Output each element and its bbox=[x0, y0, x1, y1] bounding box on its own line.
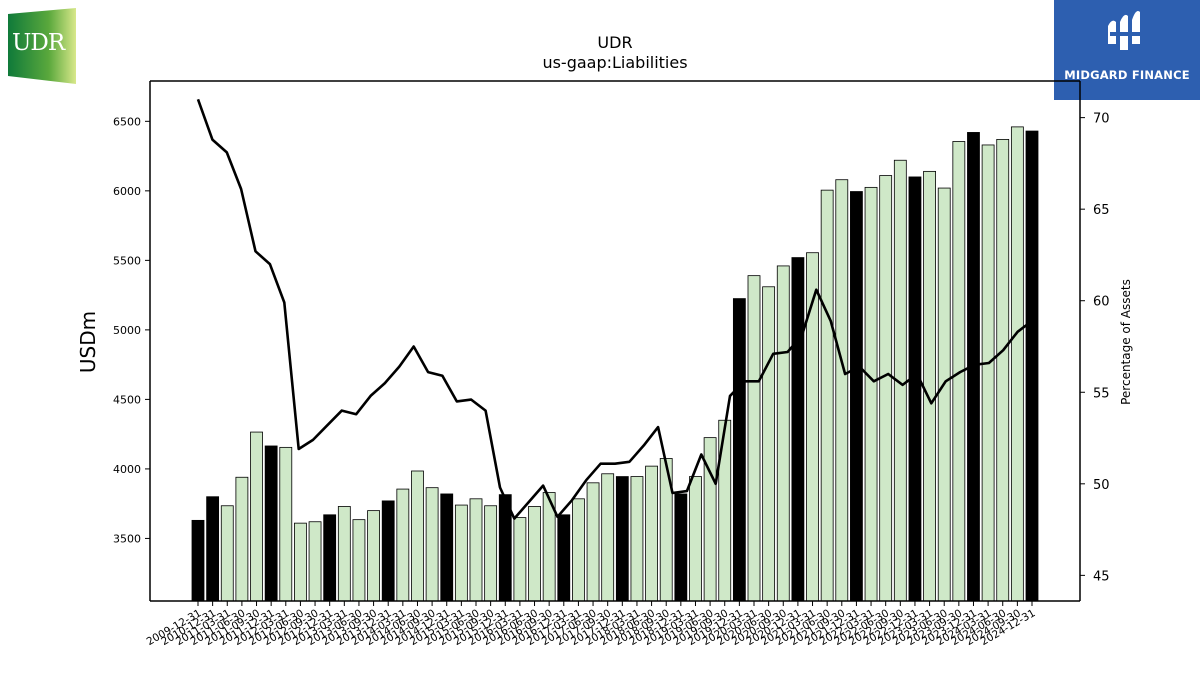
y2-tick-label: 45 bbox=[1093, 569, 1110, 584]
bar bbox=[528, 506, 541, 602]
bar bbox=[323, 514, 337, 602]
series-line bbox=[196, 98, 1033, 520]
bar bbox=[601, 473, 615, 602]
midgard-finance-logo: MIDGARD FINANCE bbox=[1054, 0, 1200, 100]
bar bbox=[352, 519, 366, 602]
bar bbox=[557, 514, 571, 602]
chart-title: UDR bbox=[597, 33, 632, 52]
y2-tick-label: 65 bbox=[1093, 203, 1110, 218]
bar bbox=[776, 265, 790, 602]
udr-logo-text: UDR bbox=[12, 30, 65, 56]
bar bbox=[762, 286, 776, 602]
udr-logo: UDR bbox=[8, 8, 76, 84]
bar bbox=[264, 445, 278, 602]
y-tick-label: 3500 bbox=[113, 532, 141, 545]
bar bbox=[981, 144, 995, 602]
y2-tick-label: 50 bbox=[1093, 478, 1110, 493]
y-tick-label: 4000 bbox=[113, 463, 141, 476]
y-tick-label: 4500 bbox=[113, 393, 141, 406]
bar bbox=[850, 191, 863, 602]
bar bbox=[1025, 130, 1039, 602]
bar bbox=[294, 522, 307, 602]
bar bbox=[879, 175, 893, 602]
y2-tick-label: 70 bbox=[1093, 112, 1110, 127]
bar bbox=[220, 505, 234, 602]
bar bbox=[381, 500, 395, 602]
bar bbox=[469, 498, 483, 602]
bar bbox=[250, 431, 263, 602]
midgard-logo-text: MIDGARD FINANCE bbox=[1064, 68, 1190, 82]
bar bbox=[791, 257, 805, 602]
bar bbox=[747, 275, 761, 602]
bar bbox=[864, 186, 878, 602]
bar bbox=[425, 487, 439, 602]
bar bbox=[630, 476, 644, 602]
bar bbox=[820, 189, 834, 602]
bar bbox=[615, 476, 629, 602]
bar bbox=[337, 506, 351, 602]
midgard-emblem-icon bbox=[1108, 11, 1142, 50]
bar bbox=[206, 496, 220, 602]
bar bbox=[937, 187, 951, 602]
bar bbox=[835, 179, 849, 602]
y2-axis-label: Percentage of Assets bbox=[1119, 279, 1133, 405]
bar bbox=[645, 465, 658, 602]
bar bbox=[996, 138, 1010, 602]
plot-area: 3500 4000 4500 5000 5500 6000 6500 45 50 55 60 65 70… bbox=[113, 80, 1110, 648]
bar bbox=[367, 510, 380, 602]
bar bbox=[572, 498, 585, 602]
chart-subtitle: us-gaap:Liabilities bbox=[542, 53, 687, 72]
bar bbox=[689, 476, 702, 602]
y-axis-label: USDm bbox=[76, 311, 100, 373]
bar bbox=[308, 521, 322, 602]
bar bbox=[586, 482, 600, 602]
bar bbox=[513, 517, 527, 602]
bar bbox=[191, 519, 205, 602]
y-tick-label: 6000 bbox=[113, 185, 141, 198]
bar bbox=[923, 170, 936, 602]
y-tick-label: 5500 bbox=[113, 254, 141, 267]
y2-tick-label: 60 bbox=[1093, 295, 1110, 310]
bar bbox=[235, 476, 249, 602]
y2-tick-label: 55 bbox=[1093, 386, 1110, 401]
bar bbox=[396, 488, 410, 602]
udr-logo-shape bbox=[8, 8, 76, 84]
bar bbox=[732, 298, 746, 602]
y-tick-label: 6500 bbox=[113, 115, 141, 128]
bar bbox=[674, 493, 688, 602]
bar bbox=[440, 493, 454, 602]
bar bbox=[454, 504, 468, 602]
bar bbox=[411, 470, 424, 602]
y-tick-label: 5000 bbox=[113, 324, 141, 337]
bar bbox=[279, 446, 293, 602]
bar bbox=[484, 505, 498, 602]
bar bbox=[908, 176, 922, 602]
bar bbox=[1010, 126, 1024, 602]
